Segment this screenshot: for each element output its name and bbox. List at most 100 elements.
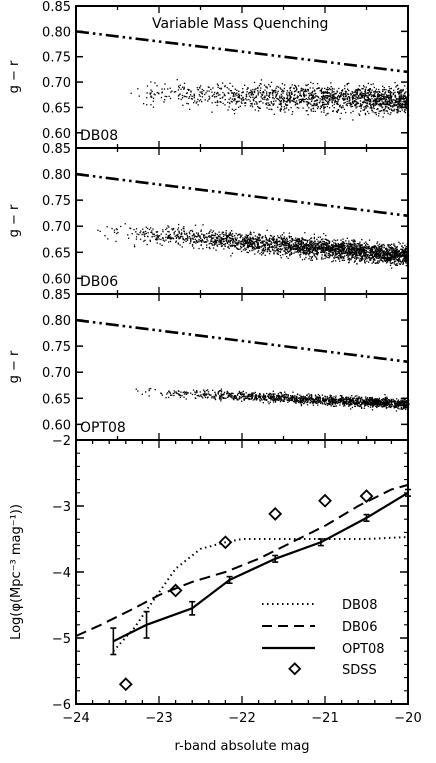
- scatter-point: [340, 252, 342, 254]
- scatter-point: [203, 236, 205, 238]
- scatter-point: [302, 245, 304, 247]
- scatter-point: [377, 95, 379, 97]
- scatter-point: [335, 254, 337, 256]
- scatter-point: [157, 236, 159, 238]
- scatter-point: [346, 254, 349, 256]
- scatter-point: [151, 90, 153, 93]
- scatter-point: [211, 234, 213, 237]
- scatter-point: [301, 88, 303, 90]
- scatter-point: [320, 88, 323, 91]
- scatter-point: [280, 97, 282, 99]
- scatter-point: [208, 235, 210, 237]
- scatter-point: [298, 247, 301, 249]
- scatter-point: [385, 253, 387, 255]
- scatter-point: [379, 94, 381, 97]
- scatter-point: [380, 94, 382, 96]
- scatter-point: [366, 246, 368, 248]
- scatter-point: [384, 92, 386, 94]
- scatter-point: [402, 88, 404, 91]
- scatter-point: [360, 91, 363, 93]
- scatter-point: [321, 247, 323, 249]
- scatter-point: [380, 245, 382, 247]
- scatter-point: [347, 257, 349, 259]
- scatter-point: [358, 397, 360, 400]
- scatter-point: [389, 400, 391, 402]
- scatter-point: [325, 254, 327, 256]
- scatter-point: [320, 90, 323, 93]
- scatter-point: [180, 98, 182, 101]
- scatter-point: [390, 262, 393, 265]
- scatter-point: [395, 253, 398, 255]
- scatter-point: [377, 101, 379, 103]
- scatter-point: [364, 253, 367, 255]
- scatter-point: [294, 93, 296, 96]
- scatter-point: [285, 107, 288, 109]
- scatter-point: [381, 244, 383, 246]
- scatter-point: [364, 249, 366, 252]
- scatter-point: [381, 98, 383, 100]
- scatter-point: [185, 92, 188, 95]
- scatter-point: [372, 111, 374, 113]
- scatter-point: [211, 231, 213, 234]
- scatter-point: [276, 92, 279, 94]
- scatter-point: [384, 253, 386, 255]
- scatter-point: [391, 251, 393, 253]
- scatter-point: [189, 237, 191, 239]
- scatter-point: [276, 85, 278, 88]
- scatter-point: [364, 112, 366, 115]
- scatter-point: [194, 393, 196, 396]
- scatter-point: [198, 94, 200, 96]
- scatter-point: [387, 250, 389, 253]
- scatter-point: [263, 84, 266, 86]
- scatter-point: [246, 91, 248, 93]
- scatter-point: [245, 236, 247, 238]
- scatter-point: [393, 108, 395, 110]
- scatter-point: [285, 395, 287, 397]
- scatter-point: [283, 232, 285, 234]
- scatter-point: [230, 244, 232, 246]
- scatter-point: [368, 93, 370, 96]
- scatter-point: [221, 237, 223, 239]
- scatter-point: [284, 248, 287, 250]
- scatter-point: [179, 84, 181, 86]
- scatter-point: [374, 104, 376, 106]
- scatter-point: [337, 245, 340, 247]
- scatter-point: [345, 242, 347, 245]
- scatter-point: [233, 93, 235, 95]
- scatter-point: [151, 96, 153, 98]
- scatter-point: [365, 247, 367, 249]
- scatter-point: [143, 231, 145, 233]
- scatter-point: [179, 394, 181, 396]
- scatter-point: [269, 392, 271, 395]
- scatter-point: [224, 104, 226, 106]
- scatter-point: [261, 242, 263, 244]
- scatter-point: [310, 247, 312, 249]
- scatter-point: [355, 102, 357, 104]
- scatter-point: [370, 253, 372, 255]
- scatter-point: [382, 110, 384, 112]
- scatter-point: [235, 239, 237, 242]
- scatter-point: [346, 103, 348, 105]
- scatter-point: [337, 242, 339, 245]
- scatter-point: [343, 242, 346, 245]
- scatter-point: [330, 250, 332, 252]
- scatter-point: [394, 245, 396, 247]
- scatter-point: [150, 92, 152, 94]
- scatter-point: [263, 249, 265, 252]
- scatter-point: [167, 88, 169, 90]
- scatter-point: [180, 88, 182, 90]
- scatter-point: [405, 96, 407, 98]
- scatter-point: [233, 100, 235, 102]
- scatter-point: [305, 253, 307, 255]
- scatter-point: [295, 248, 297, 250]
- scatter-point: [293, 98, 295, 101]
- scatter-point: [389, 258, 391, 260]
- scatter-point: [391, 251, 394, 253]
- scatter-point: [212, 87, 214, 89]
- scatter-point: [256, 240, 258, 242]
- scatter-point: [333, 257, 335, 260]
- scatter-point: [251, 392, 253, 394]
- scatter-point: [354, 250, 356, 252]
- scatter-point: [154, 389, 156, 391]
- scatter-point: [368, 251, 370, 253]
